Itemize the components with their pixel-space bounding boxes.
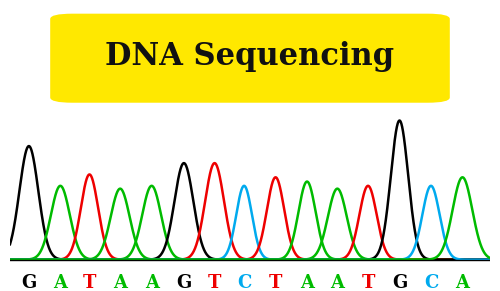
Text: A: A <box>330 274 344 291</box>
Text: T: T <box>269 274 282 291</box>
Text: A: A <box>113 274 127 291</box>
Text: A: A <box>300 274 314 291</box>
Text: A: A <box>144 274 158 291</box>
Text: A: A <box>54 274 68 291</box>
Text: A: A <box>456 274 469 291</box>
Text: G: G <box>176 274 192 291</box>
Text: T: T <box>362 274 374 291</box>
Text: DNA Sequencing: DNA Sequencing <box>106 41 395 72</box>
Text: C: C <box>237 274 252 291</box>
FancyBboxPatch shape <box>50 14 450 103</box>
Text: G: G <box>392 274 407 291</box>
Text: T: T <box>208 274 222 291</box>
Text: T: T <box>83 274 96 291</box>
Text: C: C <box>424 274 438 291</box>
Text: G: G <box>22 274 36 291</box>
